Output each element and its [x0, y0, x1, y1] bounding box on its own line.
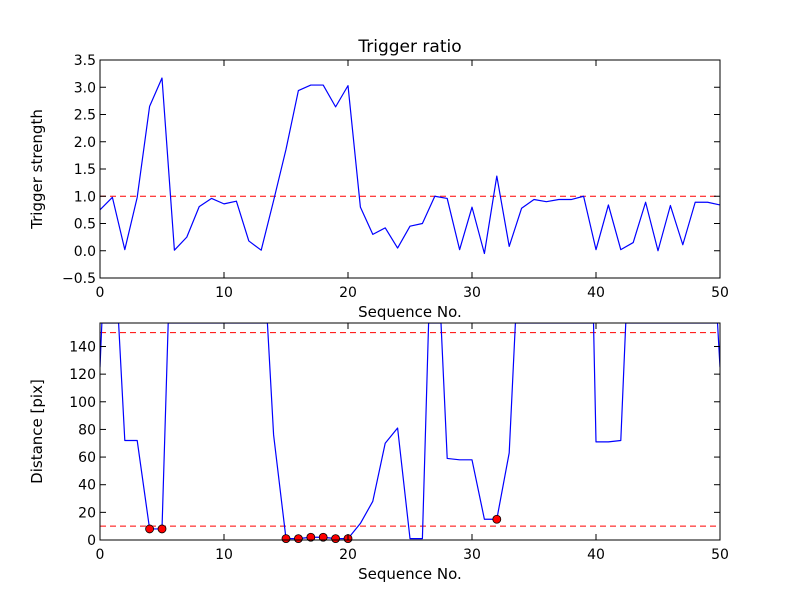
series-line — [100, 323, 720, 540]
distance-chart: 0 10 20 30 40 50 0 20 40 60 80 100 120 140 Sequence No… — [28, 322, 729, 583]
x-tick-label: 0 — [96, 285, 105, 301]
y-tick-label: −0.5 — [62, 271, 96, 287]
axes-frame — [99, 322, 721, 541]
x-tick-label: 10 — [215, 285, 233, 301]
y-tick-label: 40 — [78, 478, 96, 494]
x-tick-label: 10 — [215, 547, 233, 563]
y-tick-label: 60 — [78, 450, 96, 466]
y-tick-label: 2.0 — [74, 135, 96, 151]
plot-area — [100, 323, 720, 540]
y-axis-label: Trigger strength — [28, 109, 46, 230]
y-tick-label: 3.5 — [74, 53, 96, 69]
x-axis-label: Sequence No. — [358, 303, 462, 321]
y-tick-label: 1.0 — [74, 189, 96, 205]
x-tick-label: 50 — [711, 285, 729, 301]
y-tick-label: 0 — [87, 533, 96, 549]
y-tick-label: 120 — [69, 367, 96, 383]
data-point-marker — [157, 524, 167, 534]
y-tick-label: 140 — [69, 339, 96, 355]
y-tick-label: 2.5 — [74, 108, 96, 124]
data-point-marker — [145, 524, 155, 534]
data-point-marker — [318, 532, 328, 542]
y-tick-label: 20 — [78, 505, 96, 521]
plot-area — [100, 77, 720, 255]
x-tick-label: 50 — [711, 547, 729, 563]
y-tick-label: 3.0 — [74, 80, 96, 96]
x-axis-label: Sequence No. — [358, 565, 462, 583]
data-point-marker — [306, 532, 316, 542]
data-point-marker — [492, 514, 502, 524]
y-tick-label: 80 — [78, 422, 96, 438]
data-point-marker — [293, 534, 303, 544]
x-tick-label: 40 — [587, 547, 605, 563]
y-tick-label: 0.5 — [74, 217, 96, 233]
x-tick-label: 30 — [463, 285, 481, 301]
data-point-marker — [331, 534, 341, 544]
trigger-ratio-chart: 0 10 20 30 40 50 −0.5 0.0 0.5 1.0 1.5 2.0 2.5 3.0 3.5 S… — [28, 37, 729, 321]
x-tick-label: 0 — [96, 547, 105, 563]
series-line — [100, 77, 720, 255]
chart-title: Trigger ratio — [357, 37, 461, 57]
y-tick-label: 1.5 — [74, 162, 96, 178]
x-tick-label: 30 — [463, 547, 481, 563]
y-axis-label: Distance [pix] — [28, 379, 46, 484]
data-point-marker — [281, 534, 291, 544]
x-tick-label: 20 — [339, 285, 357, 301]
x-tick-label: 20 — [339, 547, 357, 563]
y-tick-label: 0.0 — [74, 244, 96, 260]
y-tick-label: 100 — [69, 395, 96, 411]
x-tick-label: 40 — [587, 285, 605, 301]
